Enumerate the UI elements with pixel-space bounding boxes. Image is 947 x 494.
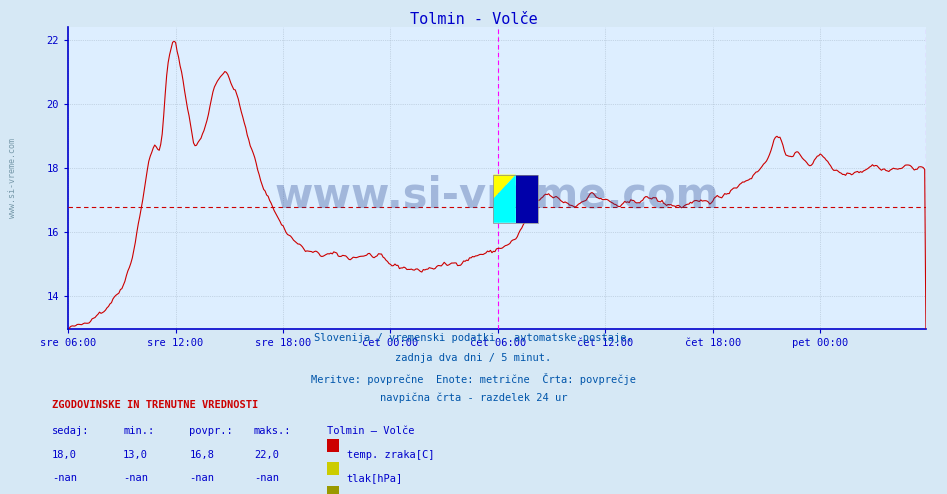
Text: -nan: -nan: [189, 473, 214, 483]
Text: temp. zraka[C]: temp. zraka[C]: [347, 450, 434, 459]
Text: maks.:: maks.:: [254, 426, 292, 436]
Text: zadnja dva dni / 5 minut.: zadnja dva dni / 5 minut.: [396, 353, 551, 363]
Text: sedaj:: sedaj:: [52, 426, 90, 436]
Text: Tolmin – Volče: Tolmin – Volče: [327, 426, 414, 436]
Text: www.si-vreme.com: www.si-vreme.com: [275, 175, 720, 217]
Text: -nan: -nan: [123, 473, 148, 483]
Bar: [493, 175, 538, 223]
Text: tlak[hPa]: tlak[hPa]: [347, 473, 402, 483]
Polygon shape: [493, 175, 516, 223]
Polygon shape: [493, 175, 516, 199]
Text: ZGODOVINSKE IN TRENUTNE VREDNOSTI: ZGODOVINSKE IN TRENUTNE VREDNOSTI: [52, 400, 259, 410]
Text: Tolmin - Volče: Tolmin - Volče: [410, 12, 537, 27]
Text: 16,8: 16,8: [189, 450, 214, 459]
Text: navpična črta - razdelek 24 ur: navpična črta - razdelek 24 ur: [380, 393, 567, 403]
Text: 18,0: 18,0: [52, 450, 77, 459]
Bar: [516, 175, 538, 223]
Text: -nan: -nan: [254, 473, 278, 483]
Text: min.:: min.:: [123, 426, 154, 436]
Text: Meritve: povprečne  Enote: metrične  Črta: povprečje: Meritve: povprečne Enote: metrične Črta:…: [311, 373, 636, 385]
Text: 22,0: 22,0: [254, 450, 278, 459]
Text: -nan: -nan: [52, 473, 77, 483]
Text: www.si-vreme.com: www.si-vreme.com: [8, 138, 17, 218]
Text: Slovenija / vremenski podatki - avtomatske postaje.: Slovenija / vremenski podatki - avtomats…: [314, 333, 633, 343]
Text: 13,0: 13,0: [123, 450, 148, 459]
Text: povpr.:: povpr.:: [189, 426, 233, 436]
